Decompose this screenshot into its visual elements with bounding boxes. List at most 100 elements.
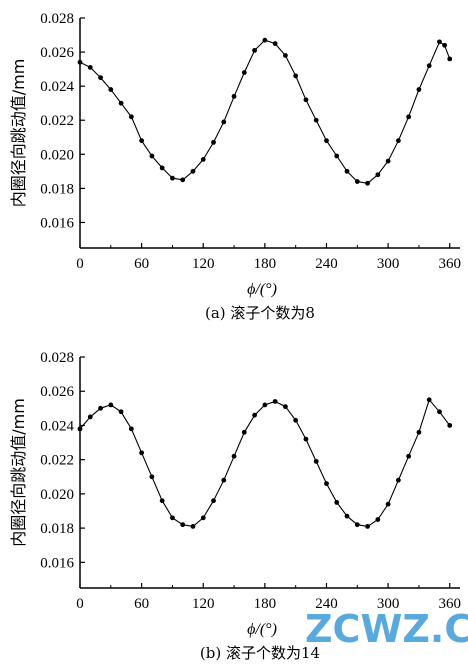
y-tick-label: 0.018 <box>40 181 74 197</box>
data-point <box>313 117 319 123</box>
y-tick-label: 0.020 <box>40 487 74 503</box>
data-point <box>334 153 340 159</box>
data-point <box>334 500 340 505</box>
data-point <box>447 56 453 62</box>
data-point <box>437 409 442 415</box>
chart-panel-b: 0.016 0.018 0.020 0.022 0.024 0.026 0.028 0 60 12… <box>9 350 461 662</box>
x-tick-label: 180 <box>254 256 277 272</box>
y-tick-label: 0.016 <box>40 215 74 231</box>
y-axis-label: 内圈径向跳动值/mm <box>9 59 28 208</box>
data-point <box>262 402 268 408</box>
data-point <box>365 180 370 186</box>
data-point <box>77 59 83 65</box>
y-tick-label: 0.026 <box>40 384 74 400</box>
data-point <box>118 409 124 415</box>
data-point <box>241 429 247 435</box>
data-point <box>180 522 186 528</box>
data-point <box>149 153 155 159</box>
data-point <box>221 119 227 125</box>
data-point <box>283 53 288 58</box>
data-point <box>395 138 401 144</box>
data-point <box>149 474 155 480</box>
data-point <box>437 39 442 45</box>
x-tick-label: 0 <box>76 256 84 272</box>
y-tick-label: 0.026 <box>40 45 74 61</box>
y-tick-label: 0.022 <box>40 113 74 129</box>
data-point <box>324 138 329 144</box>
x-tick-label: 60 <box>134 256 149 272</box>
data-point <box>200 515 206 521</box>
data-point <box>190 524 196 529</box>
data-point <box>98 75 103 81</box>
data-point <box>293 417 299 423</box>
y-tick-label: 0.020 <box>40 147 74 163</box>
x-tick-label: 180 <box>254 596 277 612</box>
data-point <box>139 450 145 456</box>
data-point <box>426 63 432 69</box>
data-point <box>416 87 422 92</box>
x-tick-label: 300 <box>377 256 400 272</box>
x-axis-label: ϕ/(°) <box>247 621 277 638</box>
data-point <box>324 481 329 487</box>
data-point <box>108 87 114 92</box>
data-point <box>77 426 83 432</box>
data-point <box>252 47 257 53</box>
data-point <box>375 517 381 522</box>
data-point <box>128 114 134 120</box>
y-tick-label: 0.028 <box>40 350 74 366</box>
data-point <box>385 158 391 164</box>
data-point <box>128 426 134 432</box>
data-point <box>272 41 278 46</box>
data-point <box>211 139 216 145</box>
x-axis-label: ϕ/(°) <box>247 281 277 298</box>
series-line <box>79 398 451 527</box>
data-point <box>365 524 370 529</box>
watermark: ZCWZ.COM <box>305 607 468 651</box>
y-tick-label: 0.024 <box>40 79 74 95</box>
data-point <box>344 513 350 519</box>
chart-caption: (a) 滚子个数为8 <box>205 304 315 322</box>
x-tick-label: 120 <box>192 596 215 612</box>
data-point <box>221 477 227 483</box>
data-point <box>283 404 288 410</box>
data-point <box>190 168 196 174</box>
x-tick-label: 0 <box>76 596 84 612</box>
x-tick-label: 120 <box>192 256 215 272</box>
data-point <box>313 458 319 464</box>
data-point <box>406 114 412 120</box>
data-point <box>385 501 391 507</box>
data-point <box>303 97 309 103</box>
data-point <box>170 175 175 181</box>
data-point <box>108 402 114 408</box>
x-tick-label: 360 <box>438 256 461 272</box>
data-point <box>231 453 237 459</box>
data-point <box>211 498 216 504</box>
data-point <box>426 397 432 403</box>
series-line <box>79 39 451 184</box>
data-point <box>252 412 257 418</box>
y-tick-label: 0.022 <box>40 453 74 469</box>
x-tick-label: 60 <box>134 596 149 612</box>
data-point <box>87 414 93 420</box>
data-point <box>180 177 186 183</box>
y-axis-label: 内圈径向跳动值/mm <box>9 398 28 547</box>
data-point <box>87 65 93 70</box>
data-point <box>442 42 447 48</box>
data-point <box>272 399 278 404</box>
data-point <box>170 515 175 521</box>
data-point <box>344 168 350 174</box>
chart-panel-a: 0.016 0.018 0.020 0.022 0.024 0.026 0.028 0 60 12… <box>9 11 461 322</box>
data-point <box>262 37 268 43</box>
y-tick-label: 0.024 <box>40 418 74 434</box>
data-point <box>354 522 360 528</box>
data-point <box>395 477 401 483</box>
data-point <box>200 157 206 162</box>
data-point <box>375 172 381 178</box>
chart-caption: (b) 滚子个数为14 <box>200 644 320 662</box>
data-point <box>241 70 247 75</box>
data-point <box>303 436 309 442</box>
data-point <box>293 73 299 79</box>
x-tick-label: 300 <box>377 596 400 612</box>
data-point <box>231 93 237 99</box>
